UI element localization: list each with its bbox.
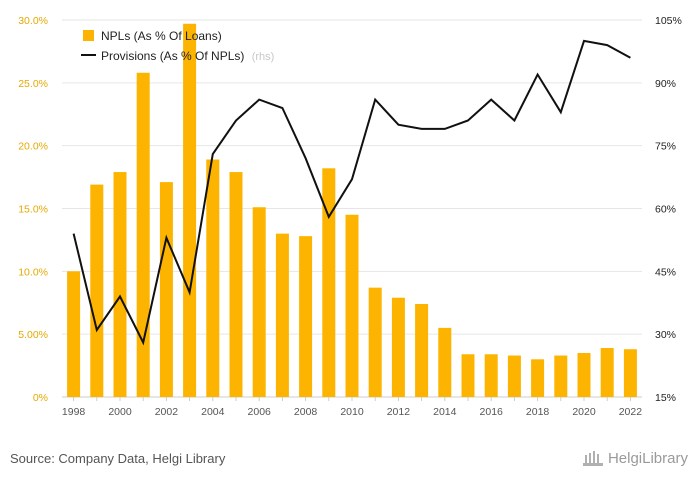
npl-bar [229,172,243,397]
left-tick-label: 5.00% [18,329,48,341]
npl-bar [507,355,521,397]
right-tick-label: 90% [655,78,676,90]
npl-bar [299,236,313,397]
right-tick-label: 45% [655,266,676,278]
x-tick-label: 2000 [108,406,132,418]
left-tick-label: 0% [33,392,48,404]
right-tick-label: 15% [655,392,676,404]
x-tick-label: 2004 [201,406,225,418]
right-tick-label: 30% [655,329,676,341]
provisions-line-group [72,39,631,346]
svg-text:Provisions (As % Of NPLs): Provisions (As % Of NPLs) (rhs) [101,49,274,63]
npl-bar [531,359,545,397]
npl-bar [391,297,405,397]
npl-bars [67,23,637,398]
left-tick-label: 30.0% [18,15,48,27]
npl-bar [136,72,150,397]
x-axis: 1998 2000 2002 2004 2006 2008 2010 2012 2014 2016… [62,397,642,418]
npl-bar [252,207,266,397]
x-tick-label: 2016 [480,406,504,418]
npl-bar [159,182,173,397]
provisions-line [72,39,631,346]
right-tick-label: 105% [655,15,682,27]
npl-bar [438,327,452,397]
x-tick-label: 2022 [619,406,643,418]
x-tick-label: 2020 [572,406,596,418]
npl-bar [461,354,475,397]
left-y-axis: 0% 5.00% 10.0% 15.0% 20.0% 25.0% 30.0% [18,15,48,404]
npl-bar [415,304,429,397]
npl-bar [322,168,336,397]
legend: NPLs (As % Of Loans) Provisions (As % Of… [81,29,274,63]
right-y-axis: 15% 30% 45% 60% 75% 90% 105% [655,15,682,404]
right-tick-label: 75% [655,141,676,153]
chart: 0% 5.00% 10.0% 15.0% 20.0% 25.0% 30.0% 15% 30% 4… [18,15,682,418]
npl-bar [183,23,197,398]
npl-bar [90,184,104,397]
x-tick-label: 2010 [340,406,364,418]
npl-bar [554,355,568,397]
legend-swatch-npl [83,30,94,41]
right-tick-label: 60% [655,204,676,216]
x-tick-label: 2006 [248,406,272,418]
left-tick-label: 15.0% [18,204,48,216]
x-tick-label: 2014 [433,406,457,418]
left-tick-label: 20.0% [18,141,48,153]
npl-bar [275,233,289,397]
x-tick-label: 2002 [155,406,179,418]
x-tick-label: 2012 [387,406,411,418]
legend-label-npl: NPLs (As % Of Loans) [101,29,222,43]
npl-bar [345,214,359,397]
legend-label-provisions: Provisions (As % Of NPLs) [101,49,244,63]
library-icon [582,451,603,466]
npl-bar [623,349,637,397]
npl-bar [67,271,81,397]
x-tick-label: 1998 [62,406,86,418]
x-tick-label: 2008 [294,406,318,418]
npl-bar [206,159,220,397]
brand-name: HelgiLibrary [607,449,688,467]
npl-bar [368,287,382,397]
helgi-library-logo: HelgiLibrary [582,449,688,467]
source-note: Source: Company Data, Helgi Library [10,451,226,466]
left-tick-label: 10.0% [18,266,48,278]
left-tick-label: 25.0% [18,78,48,90]
npl-bar [113,172,127,397]
x-tick-label: 2018 [526,406,550,418]
npl-bar [600,347,614,397]
npl-bar [484,354,498,397]
npl-bar [577,353,591,397]
legend-rhs-note: (rhs) [252,51,275,63]
